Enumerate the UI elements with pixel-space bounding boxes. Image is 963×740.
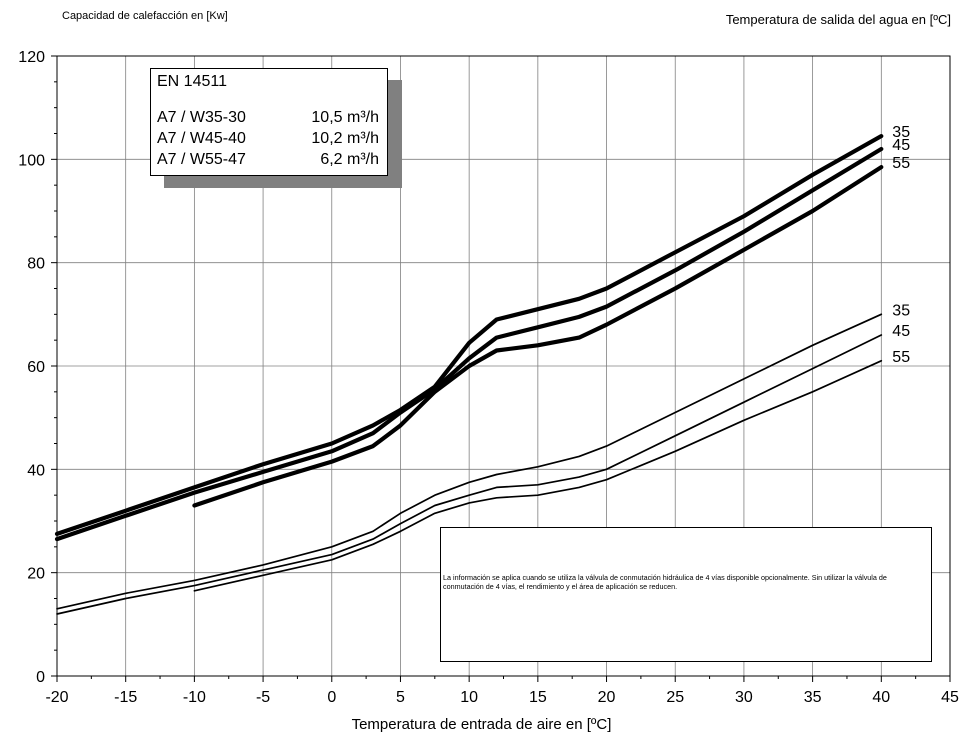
flow-row-value: 10,2 m³/h [311,130,379,147]
y-tick-label: 120 [18,49,45,66]
x-tick-label: 5 [396,689,405,706]
x-axis-title: Temperatura de entrada de aire en [ºC] [351,716,612,733]
x-tick-label: 40 [872,689,890,706]
standard-title: EN 14511 [157,73,227,90]
y-tick-label: 100 [18,152,45,169]
tick-marks [51,55,951,682]
y-tick-label: 0 [36,669,45,686]
y-tick-label: 80 [27,256,45,273]
series-end-label: 45 [892,137,910,154]
series-end-label: 35 [892,302,910,319]
x-tick-label: 35 [804,689,822,706]
flow-row-label: A7 / W35-30 [157,109,246,126]
x-tick-label: 0 [327,689,336,706]
note-box: La información se aplica cuando se utili… [440,527,932,662]
flow-row-value: 6,2 m³/h [320,151,379,168]
series-line-max-55 [192,165,884,508]
flow-row-label: A7 / W45-40 [157,130,246,147]
series-end-label: 55 [892,349,910,366]
x-tick-label: -20 [45,689,68,706]
tick-labels: -20 -15 -10 -5 0 5 10 15 20 25 30 35 40 45 0 20 40 60 80 10… [18,49,959,706]
series-line-min-55 [193,359,883,592]
standard-info-box: EN 14511 A7 / W35-30 10,5 m³/h A7 / W45-… [150,68,388,176]
x-tick-label: 15 [529,689,547,706]
y-tick-label: 60 [27,359,45,376]
flow-row-value: 10,5 m³/h [311,109,379,126]
x-tick-label: 20 [598,689,616,706]
y-tick-label: 40 [27,462,45,479]
flow-row-label: A7 / W55-47 [157,151,246,168]
series-line-min-45 [56,334,883,615]
series-line-max-45 [54,146,884,542]
y-tick-label: 20 [27,566,45,583]
legend-title: Temperatura de salida del agua en [ºC] [725,12,951,27]
y-axis-title: Capacidad de calefacción en [Kw] [62,10,228,22]
series-end-label: 55 [892,155,910,172]
x-tick-label: 25 [666,689,684,706]
x-tick-label: 10 [460,689,478,706]
x-tick-label: 30 [735,689,753,706]
x-tick-label: 45 [941,689,959,706]
series-line-max-35 [54,134,884,537]
series-end-label: 45 [892,323,910,340]
x-tick-label: -5 [256,689,270,706]
series-end-label: 35 [892,124,910,141]
x-tick-label: -15 [114,689,137,706]
series-line-min-35 [56,313,883,610]
series-group [54,134,884,615]
x-tick-label: -10 [183,689,206,706]
note-text: La información se aplica cuando se utili… [443,573,887,591]
